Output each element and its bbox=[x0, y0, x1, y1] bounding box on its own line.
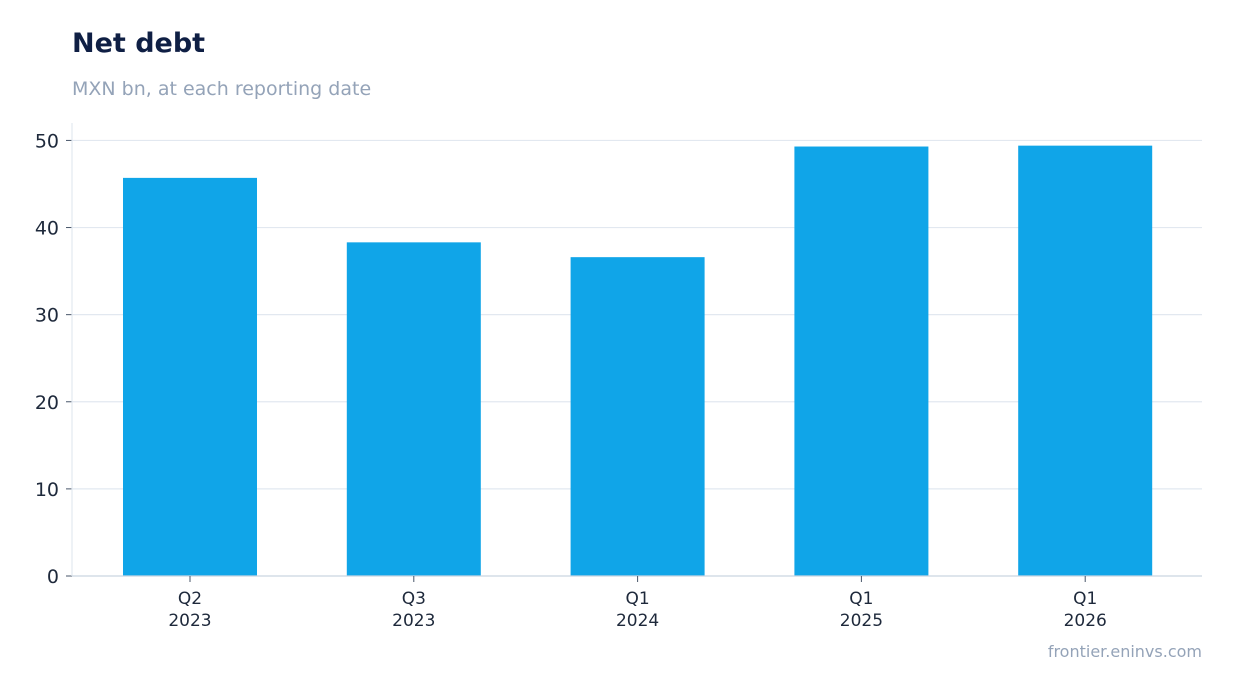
y-tick-label: 0 bbox=[47, 566, 59, 588]
axes: 01020304050Q22023Q32023Q12024Q12025Q1202… bbox=[35, 123, 1202, 631]
y-tick-label: 10 bbox=[35, 479, 59, 501]
x-tick-label: Q3 bbox=[402, 589, 426, 609]
x-tick-label: Q1 bbox=[1073, 589, 1097, 609]
bar bbox=[570, 257, 705, 576]
x-tick-label: Q2 bbox=[178, 589, 202, 609]
x-tick-label: 2024 bbox=[616, 611, 659, 631]
y-tick-label: 40 bbox=[35, 218, 59, 240]
y-tick-label: 20 bbox=[35, 392, 59, 414]
chart-title: Net debt bbox=[72, 28, 206, 59]
x-tick-label: Q1 bbox=[625, 589, 649, 609]
y-tick-label: 50 bbox=[35, 130, 59, 152]
y-tick-label: 30 bbox=[35, 305, 59, 327]
bar bbox=[346, 242, 481, 576]
x-tick-label: Q1 bbox=[849, 589, 873, 609]
bar bbox=[123, 177, 257, 576]
source-label: frontier.eninvs.com bbox=[1047, 642, 1202, 661]
bar bbox=[1018, 145, 1153, 576]
x-tick-label: 2023 bbox=[168, 611, 211, 631]
bars bbox=[123, 145, 1153, 576]
x-tick-label: 2026 bbox=[1064, 611, 1107, 631]
chart-subtitle: MXN bn, at each reporting date bbox=[72, 78, 372, 100]
x-tick-label: 2025 bbox=[840, 611, 883, 631]
x-tick-label: 2023 bbox=[392, 611, 435, 631]
bar bbox=[794, 146, 929, 576]
